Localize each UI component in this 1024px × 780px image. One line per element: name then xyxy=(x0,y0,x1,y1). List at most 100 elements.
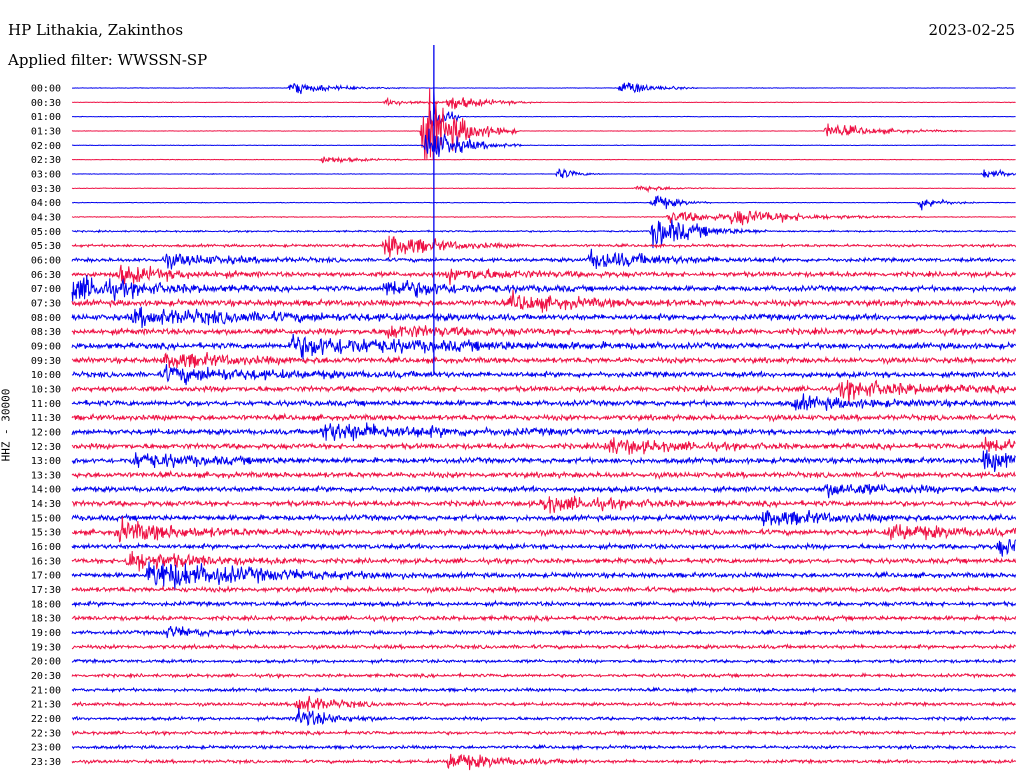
trace-line xyxy=(71,210,1016,226)
trace-line xyxy=(71,289,1016,313)
trace-line xyxy=(71,185,1016,194)
tick-label: 18:30 xyxy=(31,614,61,625)
trace-line xyxy=(71,393,1016,411)
trace-line xyxy=(71,352,1017,369)
trace-line xyxy=(71,364,1016,386)
tick-label: 07:00 xyxy=(31,284,61,295)
trace-line xyxy=(71,96,1016,110)
time-tick-labels: 00:00 00:30 01:00 01:30 02:00 02:30 03:00 03:30… xyxy=(31,84,61,769)
trace-line xyxy=(71,729,1017,737)
tick-label: 02:30 xyxy=(31,155,61,166)
trace-line xyxy=(71,469,1017,480)
tick-label: 14:00 xyxy=(31,485,61,496)
tick-label: 06:30 xyxy=(31,270,61,281)
trace-line xyxy=(71,306,1016,329)
tick-label: 16:30 xyxy=(31,556,61,567)
tick-label: 10:00 xyxy=(31,370,61,381)
tick-label: 16:00 xyxy=(31,542,61,553)
tick-label: 23:00 xyxy=(31,743,61,754)
trace-line xyxy=(71,671,1016,680)
tick-label: 22:30 xyxy=(31,728,61,739)
trace-line xyxy=(71,695,1016,712)
trace-line xyxy=(71,87,1016,160)
trace-line xyxy=(71,561,1017,591)
trace-line xyxy=(71,333,1017,360)
tick-label: 00:00 xyxy=(31,84,61,95)
trace-line xyxy=(71,264,1016,286)
trace-line xyxy=(71,274,1017,302)
tick-label: 07:30 xyxy=(31,298,61,309)
tick-label: 19:00 xyxy=(31,628,61,639)
trace-line xyxy=(71,516,1017,543)
tick-label: 22:00 xyxy=(31,714,61,725)
tick-label: 10:30 xyxy=(31,384,61,395)
tick-label: 13:30 xyxy=(31,470,61,481)
tick-label: 15:30 xyxy=(31,528,61,539)
tick-label: 15:00 xyxy=(31,513,61,524)
trace-line xyxy=(71,657,1017,666)
tick-label: 23:30 xyxy=(31,757,61,768)
tick-label: 01:00 xyxy=(31,112,61,123)
trace-line xyxy=(71,599,1017,609)
tick-label: 03:00 xyxy=(31,169,61,180)
trace-line xyxy=(71,87,1016,127)
tick-label: 11:00 xyxy=(31,399,61,410)
tick-label: 09:30 xyxy=(31,356,61,367)
tick-label: 21:00 xyxy=(31,685,61,696)
tick-label: 20:00 xyxy=(31,657,61,668)
trace-line xyxy=(71,422,1017,442)
trace-line xyxy=(71,483,1017,499)
trace-line xyxy=(71,167,1017,179)
tick-label: 04:30 xyxy=(31,212,61,223)
tick-label: 11:30 xyxy=(31,413,61,424)
trace-line xyxy=(71,753,1017,771)
trace-line xyxy=(71,248,1016,270)
trace-line xyxy=(71,325,1017,339)
tick-label: 04:00 xyxy=(31,198,61,209)
tick-label: 19:30 xyxy=(31,642,61,653)
filter-label: Applied filter: WWSSN-SP xyxy=(8,51,208,69)
trace-line xyxy=(71,707,1016,727)
tick-label: 12:30 xyxy=(31,442,61,453)
trace-line xyxy=(71,449,1017,472)
trace-line xyxy=(71,509,1017,527)
tick-label: 00:30 xyxy=(31,98,61,109)
trace-line xyxy=(71,128,1016,157)
tick-label: 17:00 xyxy=(31,571,61,582)
trace-line xyxy=(71,412,1017,423)
tick-label: 02:00 xyxy=(31,141,61,152)
trace-line xyxy=(71,551,1017,572)
tick-label: 12:00 xyxy=(31,427,61,438)
tick-label: 13:00 xyxy=(31,456,61,467)
tick-label: 14:30 xyxy=(31,499,61,510)
trace-line xyxy=(71,613,1017,624)
tick-label: 18:00 xyxy=(31,599,61,610)
trace-line xyxy=(71,156,1016,164)
tick-label: 08:00 xyxy=(31,313,61,324)
trace-line xyxy=(71,82,1016,95)
trace-line xyxy=(71,538,1017,557)
trace-line xyxy=(71,235,1017,258)
trace-line xyxy=(71,195,1016,211)
tick-label: 05:30 xyxy=(31,241,61,252)
trace-line xyxy=(71,379,1017,405)
trace-line xyxy=(71,643,1016,651)
trace-line xyxy=(71,743,1016,752)
tick-label: 21:30 xyxy=(31,700,61,711)
trace-line xyxy=(71,436,1016,455)
seismic-traces xyxy=(71,45,1017,771)
trace-line xyxy=(71,219,1016,249)
tick-label: 06:00 xyxy=(31,255,61,266)
tick-label: 20:30 xyxy=(31,671,61,682)
tick-label: 08:30 xyxy=(31,327,61,338)
tick-label: 09:00 xyxy=(31,341,61,352)
tick-label: 05:00 xyxy=(31,227,61,238)
date-label: 2023-02-25 xyxy=(928,21,1015,39)
tick-label: 01:30 xyxy=(31,126,61,137)
trace-line xyxy=(71,686,1017,694)
trace-line xyxy=(71,625,1017,639)
trace-line xyxy=(71,495,1016,514)
tick-label: 17:30 xyxy=(31,585,61,596)
station-title: HP Lithakia, Zakinthos xyxy=(8,21,184,39)
